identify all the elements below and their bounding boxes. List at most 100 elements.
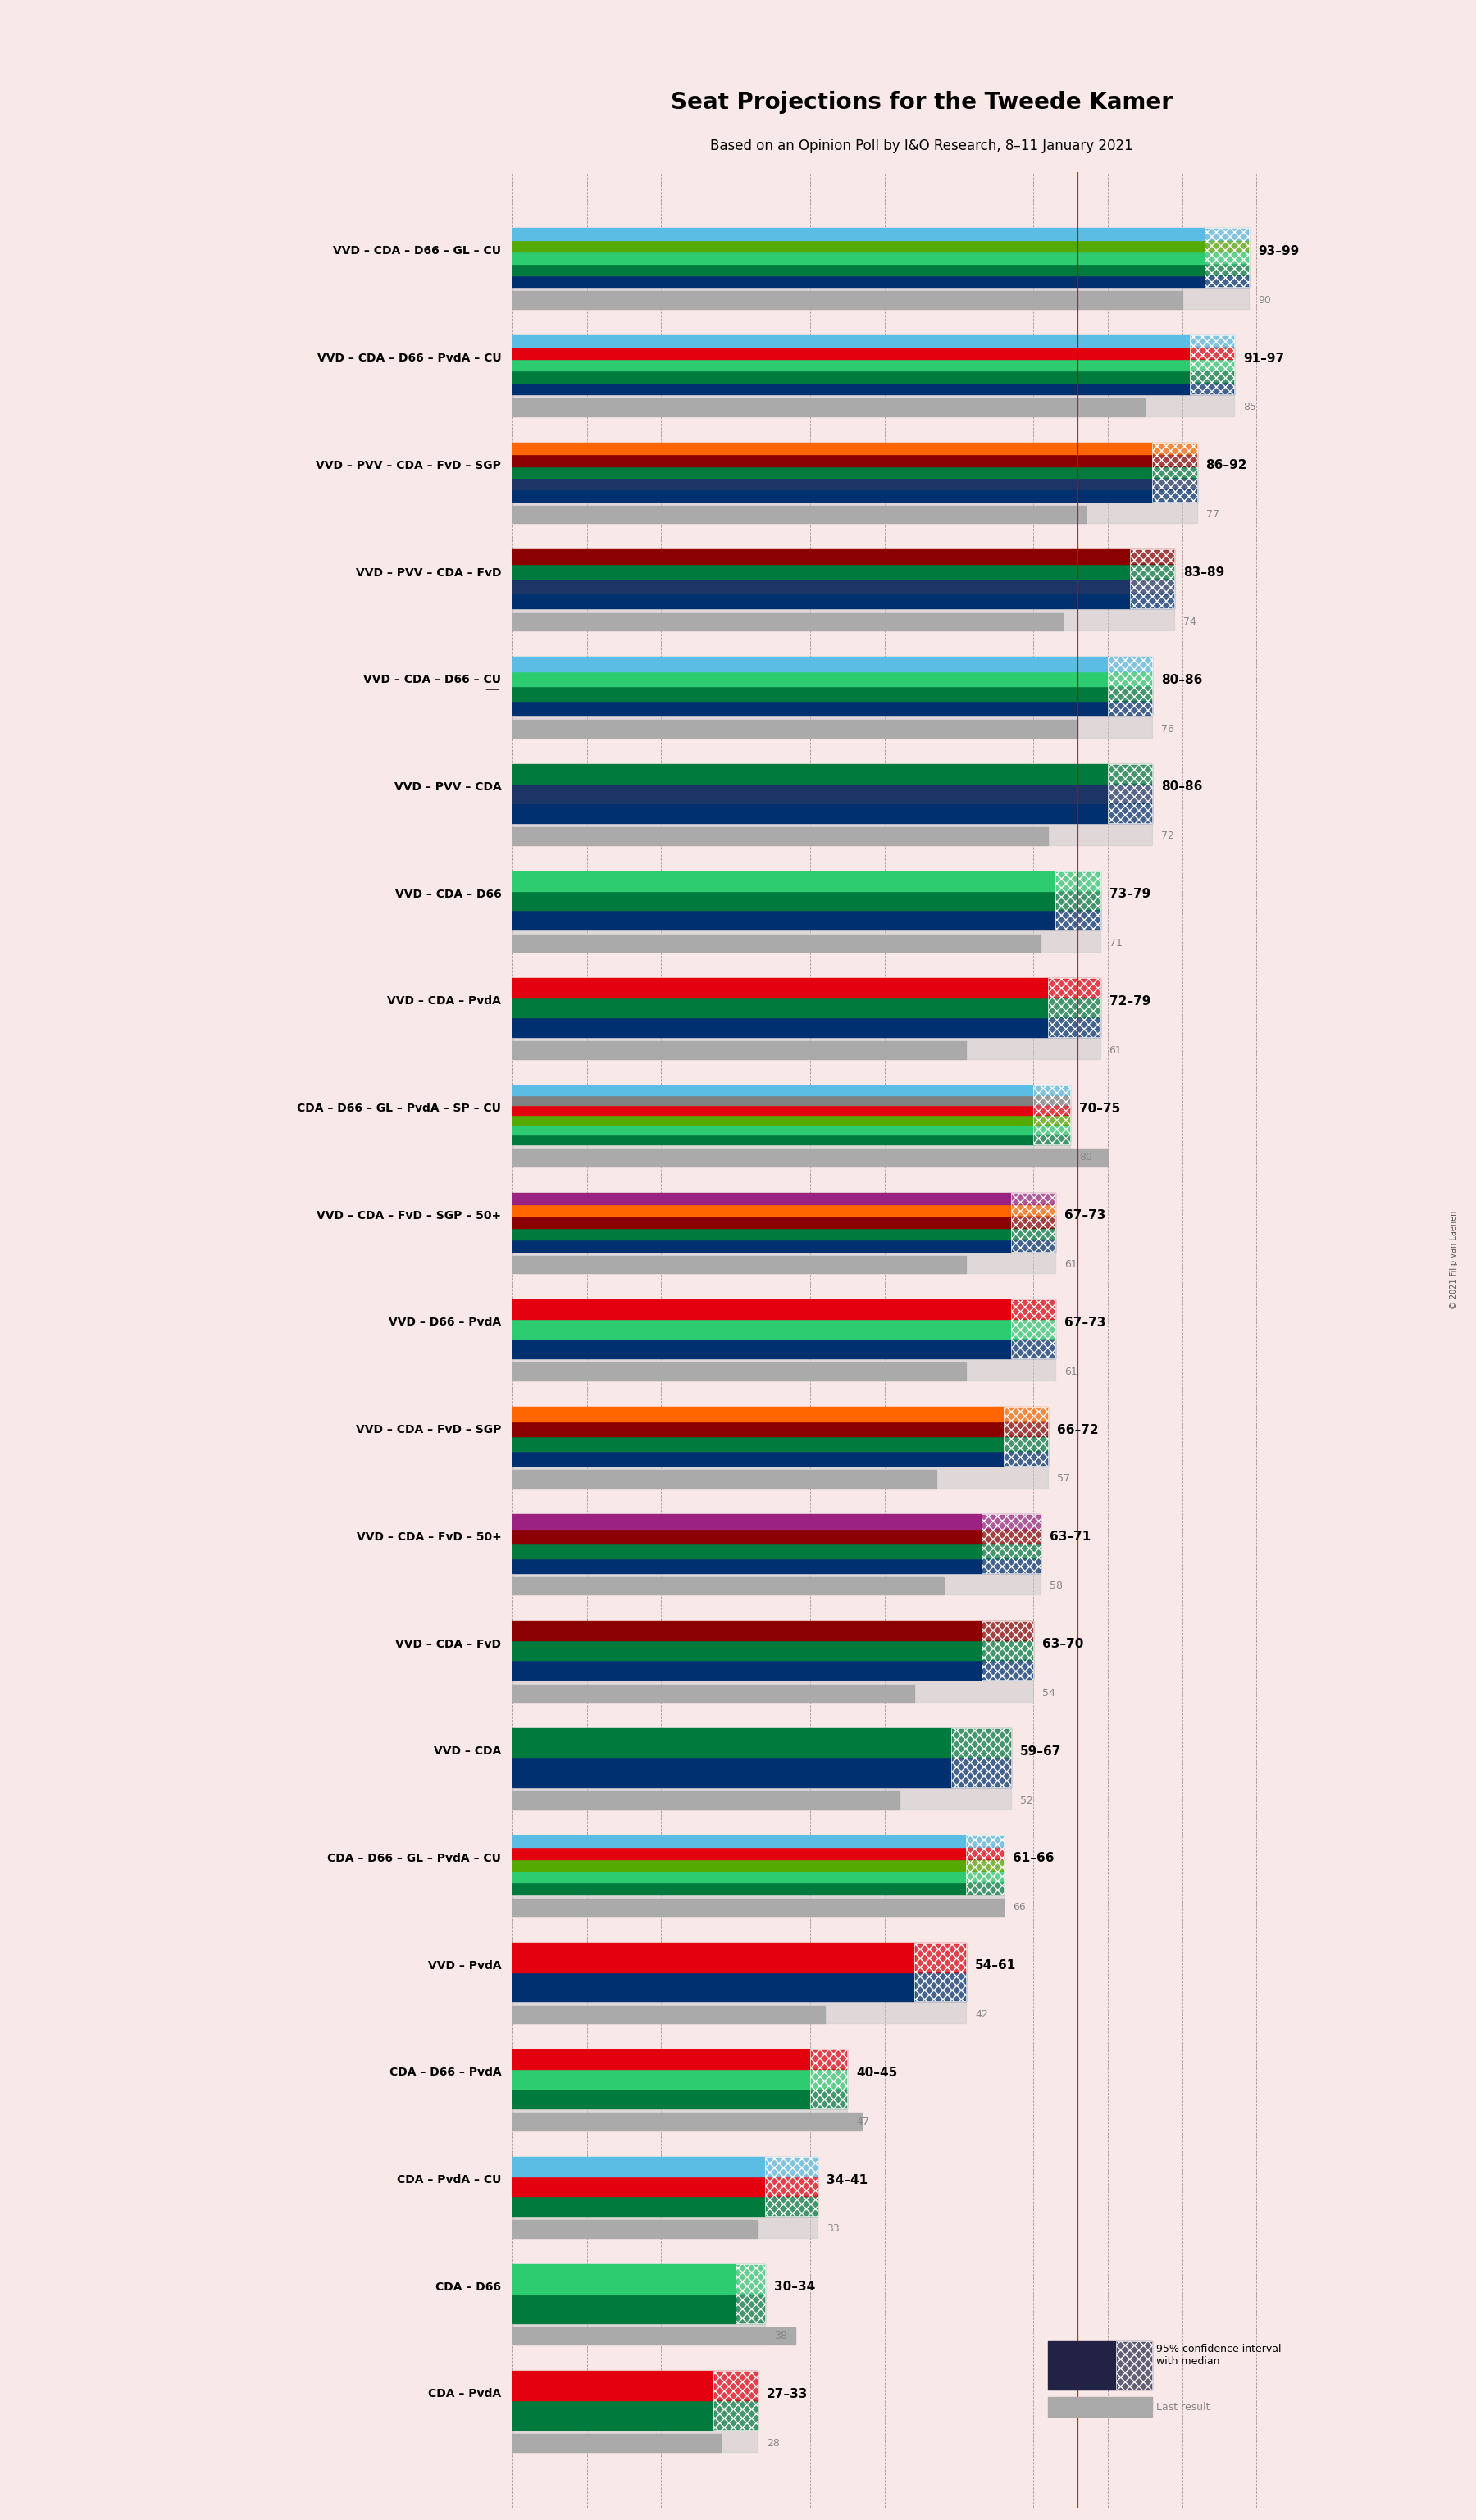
Text: VVD – PVV – CDA: VVD – PVV – CDA [394, 781, 502, 794]
Text: VVD – CDA – D66 – GL – CU: VVD – CDA – D66 – GL – CU [334, 244, 502, 257]
Text: 80–86: 80–86 [1162, 673, 1203, 685]
Bar [512, 1620, 982, 1641]
Bar [967, 1847, 1004, 1860]
Bar [512, 2157, 766, 2177]
Text: 83–89: 83–89 [1184, 567, 1225, 580]
Bar [1048, 978, 1100, 1038]
Text: VVD – PVV – CDA – FvD – SGP: VVD – PVV – CDA – FvD – SGP [316, 459, 502, 471]
Bar [1107, 764, 1153, 784]
Bar [512, 1436, 1004, 1452]
Text: 95% confidence interval
with median: 95% confidence interval with median [1156, 2344, 1281, 2366]
Text: VVD – CDA – D66: VVD – CDA – D66 [396, 890, 502, 900]
Bar [512, 1515, 1041, 1595]
Bar [512, 2263, 735, 2293]
Bar [967, 1835, 1004, 1895]
Text: 61: 61 [1064, 1260, 1077, 1270]
Bar [512, 998, 1048, 1018]
Text: 77: 77 [1206, 509, 1219, 519]
Bar [1055, 872, 1100, 930]
Bar [1107, 764, 1153, 824]
Bar [1131, 595, 1175, 607]
Text: 80–86: 80–86 [1162, 781, 1203, 794]
Text: VVD – D66 – PvdA: VVD – D66 – PvdA [388, 1318, 502, 1328]
Bar [713, 2371, 759, 2429]
Bar [1190, 370, 1234, 383]
Text: 73–79: 73–79 [1108, 887, 1150, 900]
Bar [766, 2157, 818, 2177]
Bar [512, 479, 1153, 489]
Bar [512, 1943, 914, 1973]
Bar [914, 1943, 967, 1973]
Text: Seat Projections for the Tweede Kamer: Seat Projections for the Tweede Kamer [670, 91, 1172, 113]
Bar [1190, 335, 1234, 348]
Bar [512, 1086, 1033, 1096]
Bar [1011, 1300, 1055, 1320]
Bar [512, 1898, 1004, 1915]
Bar [512, 507, 1085, 524]
Text: VVD – CDA – FvD – SGP: VVD – CDA – FvD – SGP [356, 1424, 502, 1436]
Text: 72–79: 72–79 [1108, 995, 1150, 1008]
Bar [512, 358, 1190, 370]
Text: 27–33: 27–33 [768, 2389, 809, 2399]
Text: 57: 57 [1057, 1474, 1070, 1484]
Bar [1011, 1217, 1055, 1227]
Text: 61: 61 [1064, 1366, 1077, 1376]
Text: 58: 58 [1049, 1580, 1063, 1590]
Bar [1055, 910, 1100, 930]
Bar [1107, 701, 1153, 716]
Bar [1204, 265, 1249, 275]
Bar [1204, 275, 1249, 287]
Bar [512, 1542, 982, 1557]
Bar [512, 335, 1234, 416]
Bar [766, 2195, 818, 2215]
Bar [512, 1363, 967, 1381]
Bar [512, 1096, 1033, 1104]
Bar [1048, 1018, 1100, 1038]
Bar [982, 1620, 1033, 1681]
Bar [952, 1729, 1011, 1787]
Bar [735, 2263, 766, 2293]
Text: 90: 90 [1258, 295, 1271, 305]
Bar [512, 658, 1153, 738]
Bar [1107, 658, 1153, 670]
Bar [512, 1192, 1055, 1273]
Bar [1204, 229, 1249, 287]
Bar [1048, 2341, 1116, 2389]
Bar [1204, 239, 1249, 252]
Bar [512, 872, 1100, 953]
Bar [512, 549, 1131, 564]
Bar [512, 2326, 796, 2344]
Bar [982, 1515, 1041, 1530]
Text: CDA – D66: CDA – D66 [435, 2281, 502, 2293]
Bar [512, 564, 1131, 580]
Bar [1011, 1227, 1055, 1240]
Bar [982, 1515, 1041, 1572]
Text: 61: 61 [1108, 1046, 1122, 1056]
Bar [512, 1578, 945, 1595]
Bar [810, 2049, 847, 2109]
Bar [512, 1557, 982, 1572]
Bar [512, 2434, 720, 2452]
Bar [1153, 444, 1197, 454]
Bar [512, 1205, 1011, 1217]
Bar [512, 444, 1153, 454]
Bar [1004, 1406, 1048, 1421]
Bar [512, 2177, 766, 2195]
Bar [914, 1943, 967, 2001]
Bar [512, 2371, 759, 2452]
Bar [967, 1835, 1004, 1847]
Bar [512, 1683, 914, 1701]
Text: 91–97: 91–97 [1243, 353, 1284, 365]
Bar [512, 1882, 967, 1895]
Bar [1048, 2397, 1153, 2417]
Bar [810, 2089, 847, 2109]
Text: 66: 66 [1013, 1903, 1026, 1913]
Bar [512, 444, 1197, 524]
Bar [1011, 1300, 1055, 1358]
Bar [512, 229, 1204, 239]
Text: 54: 54 [1042, 1688, 1055, 1698]
Bar [512, 2195, 766, 2215]
Bar [1107, 670, 1153, 685]
Text: 63–71: 63–71 [1049, 1530, 1091, 1542]
Bar [1190, 348, 1234, 358]
